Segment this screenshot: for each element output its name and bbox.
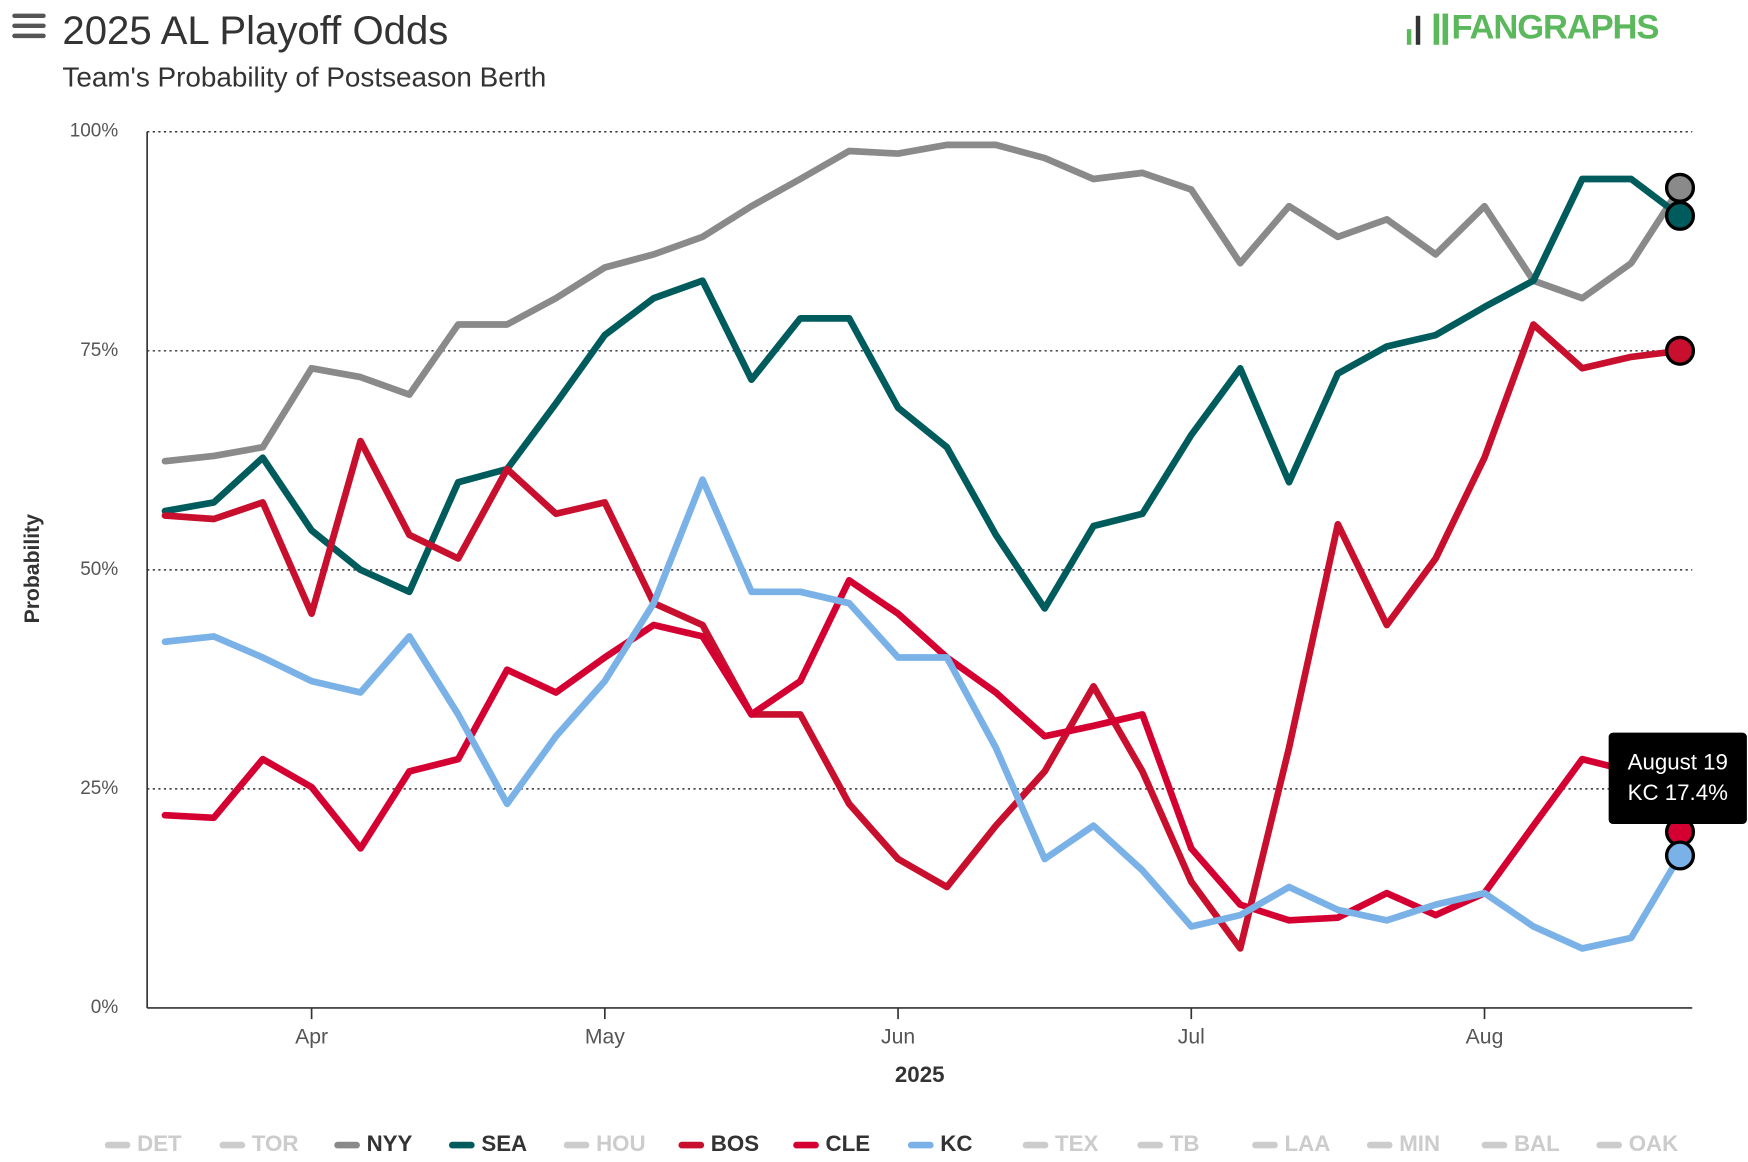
- legend-item[interactable]: LAA: [1252, 1131, 1331, 1156]
- legend-item[interactable]: HOU: [563, 1131, 646, 1156]
- legend-item[interactable]: TB: [1137, 1131, 1200, 1156]
- legend-label: KC: [940, 1131, 972, 1156]
- legend-label: HOU: [596, 1131, 646, 1156]
- legend-label: MIN: [1399, 1131, 1440, 1156]
- legend-label: NYY: [367, 1131, 413, 1156]
- legend-item[interactable]: KC: [907, 1131, 972, 1156]
- end-marker: [1664, 335, 1696, 366]
- legend-label: TB: [1170, 1131, 1200, 1156]
- x-axis-title: 2025: [895, 1062, 945, 1087]
- y-tick-label: 25%: [80, 778, 118, 799]
- legend-item[interactable]: MIN: [1366, 1131, 1440, 1156]
- series-line: [161, 141, 1684, 465]
- y-axis-title: Probability: [21, 514, 44, 624]
- legend-item[interactable]: NYY: [334, 1131, 413, 1156]
- logo-bar: [1442, 13, 1449, 45]
- legend-label: DET: [137, 1131, 182, 1156]
- end-marker: [1664, 200, 1696, 231]
- x-tick-label: Jul: [1178, 1026, 1205, 1049]
- y-tick-label: 75%: [80, 340, 118, 361]
- legend-label: TOR: [252, 1131, 299, 1156]
- tooltip-box: [1608, 732, 1747, 825]
- y-tick-label: 50%: [80, 559, 118, 580]
- legend-item[interactable]: TEX: [1022, 1131, 1098, 1156]
- tooltip-date: August 19: [1628, 750, 1728, 775]
- legend-item[interactable]: CLE: [793, 1131, 871, 1156]
- tooltip-text: KC 17.4%: [1628, 780, 1729, 805]
- legend-label: BAL: [1514, 1131, 1560, 1156]
- tooltip: August 19 KC 17.4%: [1608, 732, 1747, 825]
- series-line: [161, 476, 1684, 952]
- x-tick-label: Apr: [295, 1026, 328, 1049]
- logo-bar: [1433, 13, 1440, 45]
- chart-title: 2025 AL Playoff Odds: [62, 8, 448, 53]
- logo-bar: [1415, 15, 1421, 45]
- x-tick-label: May: [585, 1026, 625, 1049]
- x-tick-label: Aug: [1466, 1026, 1504, 1049]
- legend-label: OAK: [1629, 1131, 1679, 1156]
- end-marker: [1664, 172, 1696, 203]
- logo-text: FANGRAPHS: [1451, 8, 1658, 46]
- legend-label: TEX: [1055, 1131, 1098, 1156]
- legend-item[interactable]: BOS: [678, 1131, 759, 1156]
- legend-label: LAA: [1285, 1131, 1331, 1156]
- series-line: [161, 576, 1684, 924]
- menu-bar: [12, 13, 46, 19]
- logo-bar: [1406, 29, 1412, 45]
- menu-icon[interactable]: [12, 13, 46, 39]
- legend: DET TOR NYY SEA HOU BOS CLE KC TEX TB LAA MIN BAL OAK: [104, 1131, 1679, 1156]
- menu-bar: [12, 33, 46, 39]
- chart-subtitle: Team's Probability of Postseason Berth: [62, 62, 546, 93]
- legend-item[interactable]: DET: [104, 1131, 182, 1156]
- legend-label: SEA: [481, 1131, 527, 1156]
- legend-label: CLE: [826, 1131, 871, 1156]
- series-line: [161, 321, 1684, 952]
- legend-item[interactable]: OAK: [1596, 1131, 1679, 1156]
- menu-bar: [12, 23, 46, 29]
- legend-item[interactable]: SEA: [449, 1131, 527, 1156]
- legend-label: BOS: [711, 1131, 759, 1156]
- logo-icon: [1406, 13, 1449, 45]
- series-line: [161, 175, 1684, 612]
- x-tick-label: Jun: [881, 1026, 915, 1049]
- legend-item[interactable]: BAL: [1481, 1131, 1560, 1156]
- y-tick-label: 0%: [91, 997, 119, 1018]
- y-tick-label: 100%: [70, 121, 119, 142]
- end-marker: [1664, 840, 1696, 871]
- legend-item[interactable]: TOR: [219, 1131, 299, 1156]
